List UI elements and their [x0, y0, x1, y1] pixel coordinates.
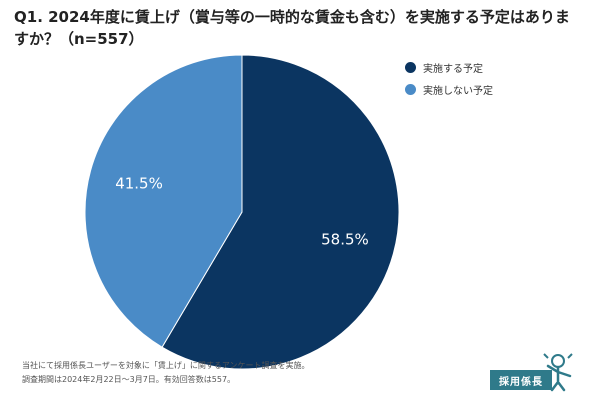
legend-swatch-not-implement	[405, 83, 416, 95]
pie-slice-1	[84, 54, 243, 348]
footnote-line-2: 調査期間は2024年2月22日〜3月7日。有効回答数は557。	[22, 375, 236, 384]
footnote-line-1: 当社にて採用係長ユーザーを対象に「賃上げ」に関するアンケート調査を実施。	[22, 361, 310, 370]
legend-label-not-implement: 実施しない予定	[423, 85, 493, 97]
brand-logo: 採用係長	[490, 352, 582, 394]
pie-slice-label-1: 41.5%	[115, 174, 163, 192]
mascot-icon	[543, 353, 573, 392]
pie-slice-label-0: 58.5%	[321, 231, 369, 249]
logo-text: 採用係長	[490, 370, 552, 390]
legend-item-not-implement: 実施しない予定	[405, 78, 493, 100]
legend: 実施する予定 実施しない予定	[405, 56, 493, 100]
legend-item-implement: 実施する予定	[405, 56, 493, 78]
chart-title: Q1. 2024年度に賃上げ（賞与等の一時的な賃金も含む）を実施する予定はありま…	[14, 8, 570, 48]
pie-slice-0	[161, 54, 400, 370]
footnote: 当社にて採用係長ユーザーを対象に「賃上げ」に関するアンケート調査を実施。 調査期…	[22, 359, 442, 387]
legend-swatch-implement	[405, 61, 416, 73]
legend-label-implement: 実施する予定	[423, 63, 483, 75]
